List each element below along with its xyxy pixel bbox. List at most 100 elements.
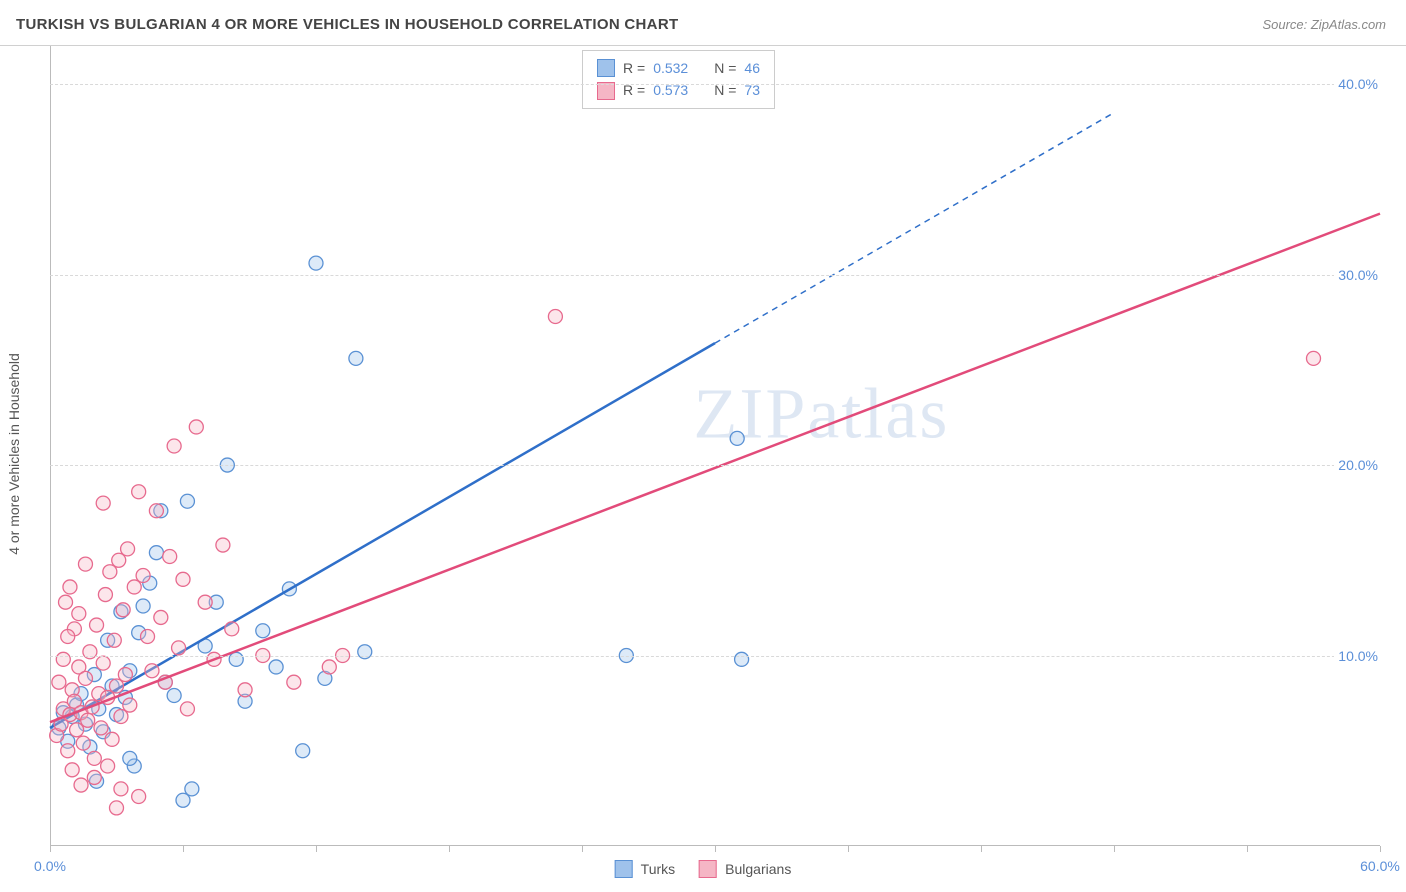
legend-item-turks: Turks [615, 860, 675, 878]
xtick [50, 846, 51, 852]
ytick-label: 10.0% [1334, 648, 1382, 664]
legend-label-turks: Turks [641, 861, 675, 877]
scatter-point [198, 595, 212, 609]
scatter-point [78, 557, 92, 571]
scatter-point [52, 675, 66, 689]
scatter-point [189, 420, 203, 434]
xtick [981, 846, 982, 852]
scatter-point [94, 721, 108, 735]
scatter-point [121, 542, 135, 556]
scatter-point [90, 618, 104, 632]
scatter-point [167, 439, 181, 453]
scatter-point [256, 624, 270, 638]
header: TURKISH VS BULGARIAN 4 OR MORE VEHICLES … [0, 0, 1406, 46]
ytick-label: 40.0% [1334, 76, 1382, 92]
legend-swatch-turks [615, 860, 633, 878]
xtick [1247, 846, 1248, 852]
scatter-point [74, 778, 88, 792]
scatter-point [229, 652, 243, 666]
scatter-point [136, 599, 150, 613]
scatter-point [322, 660, 336, 674]
y-axis-label: 4 or more Vehicles in Household [6, 353, 22, 555]
plot-svg [50, 46, 1380, 846]
n-label: N = [714, 79, 736, 101]
scatter-point [154, 610, 168, 624]
xtick [316, 846, 317, 852]
legend-row-bulgarians: R = 0.573 N = 73 [597, 79, 760, 101]
scatter-point [70, 723, 84, 737]
xtick-label-min: 0.0% [34, 858, 66, 874]
scatter-point [145, 664, 159, 678]
scatter-point [56, 652, 70, 666]
scatter-point [87, 770, 101, 784]
scatter-point [61, 629, 75, 643]
n-value-turks: 46 [744, 57, 760, 79]
legend-row-turks: R = 0.532 N = 46 [597, 57, 760, 79]
scatter-point [83, 645, 97, 659]
scatter-point [132, 789, 146, 803]
xtick [848, 846, 849, 852]
scatter-point [114, 782, 128, 796]
scatter-point [548, 309, 562, 323]
scatter-point [730, 431, 744, 445]
scatter-point [72, 607, 86, 621]
n-value-bulgarians: 73 [744, 79, 760, 101]
gridline [50, 656, 1380, 657]
plot-area: ZIPatlas R = 0.532 N = 46 R = 0.573 N = … [50, 46, 1380, 846]
scatter-point [96, 496, 110, 510]
scatter-point [176, 572, 190, 586]
scatter-point [116, 603, 130, 617]
scatter-point [149, 504, 163, 518]
scatter-point [65, 763, 79, 777]
scatter-point [172, 641, 186, 655]
scatter-point [132, 485, 146, 499]
r-label: R = [623, 79, 645, 101]
scatter-point [163, 549, 177, 563]
trend-line-dashed [715, 113, 1114, 343]
scatter-point [107, 633, 121, 647]
scatter-point [1307, 351, 1321, 365]
scatter-point [101, 759, 115, 773]
legend-swatch-turks [597, 59, 615, 77]
scatter-point [96, 656, 110, 670]
source-label: Source: ZipAtlas.com [1262, 17, 1386, 32]
scatter-point [78, 671, 92, 685]
xtick [1114, 846, 1115, 852]
scatter-point [176, 793, 190, 807]
scatter-point [123, 698, 137, 712]
scatter-point [63, 580, 77, 594]
ytick-label: 30.0% [1334, 267, 1382, 283]
scatter-point [141, 629, 155, 643]
r-value-turks: 0.532 [653, 57, 688, 79]
chart-title: TURKISH VS BULGARIAN 4 OR MORE VEHICLES … [16, 16, 678, 33]
legend-item-bulgarians: Bulgarians [699, 860, 791, 878]
trend-line [50, 214, 1380, 723]
scatter-point [287, 675, 301, 689]
xtick [183, 846, 184, 852]
scatter-point [296, 744, 310, 758]
scatter-point [123, 751, 137, 765]
scatter-point [87, 751, 101, 765]
n-label: N = [714, 57, 736, 79]
xtick [715, 846, 716, 852]
scatter-point [118, 668, 132, 682]
scatter-point [180, 494, 194, 508]
scatter-point [269, 660, 283, 674]
xtick [1380, 846, 1381, 852]
ytick-label: 20.0% [1334, 457, 1382, 473]
scatter-point [81, 713, 95, 727]
scatter-point [167, 689, 181, 703]
legend-label-bulgarians: Bulgarians [725, 861, 791, 877]
scatter-point [309, 256, 323, 270]
scatter-point [238, 683, 252, 697]
legend-swatch-bulgarians [699, 860, 717, 878]
scatter-point [180, 702, 194, 716]
scatter-point [59, 595, 73, 609]
scatter-point [136, 569, 150, 583]
scatter-point [105, 732, 119, 746]
r-label: R = [623, 57, 645, 79]
gridline [50, 84, 1380, 85]
series-legend: Turks Bulgarians [615, 860, 792, 878]
scatter-point [76, 736, 90, 750]
scatter-point [61, 744, 75, 758]
